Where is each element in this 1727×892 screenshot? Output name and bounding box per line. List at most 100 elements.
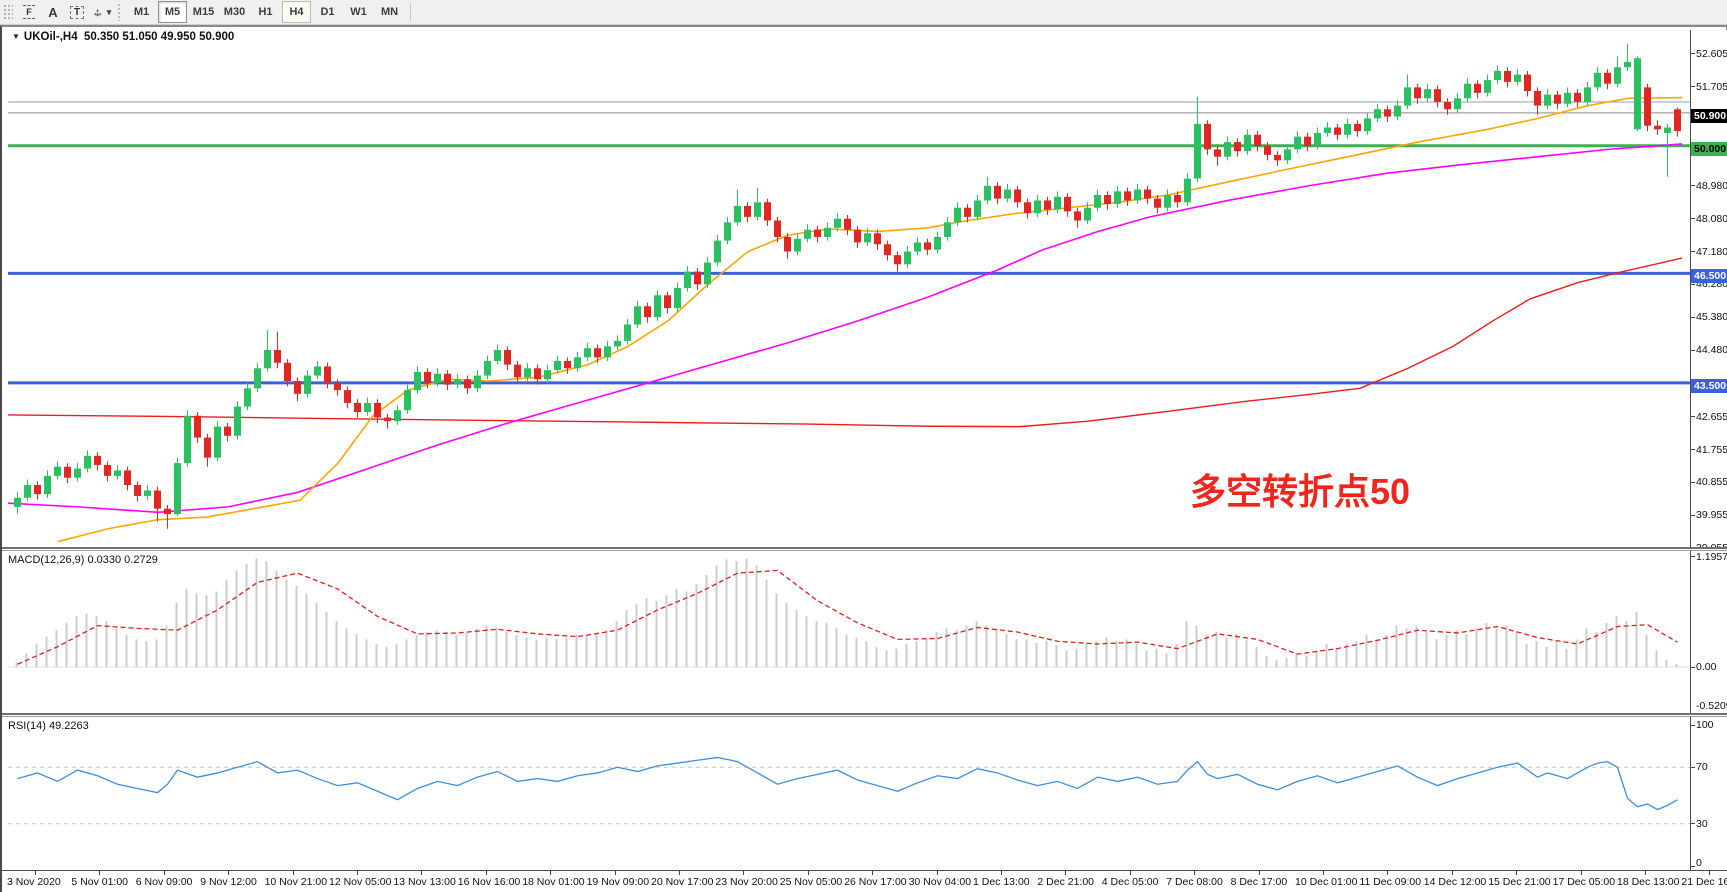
time-axis[interactable]: 3 Nov 2020 5 Nov 01:00 6 Nov 09:00 9 Nov 12… [2,870,1727,892]
timeframe-button-D1[interactable]: D1 [320,6,335,18]
time-tick [1258,871,1260,875]
time-tick-label: 6 Nov 09:00 [135,876,193,888]
chart-toolbar: F A T ↔ ↕ ▾ M1 M5 M15 M30 H1 H4 D1 W1 MN [0,0,1727,25]
time-tick-label: 1 Dec 13:00 [973,876,1030,888]
time-tick [163,871,165,875]
time-tick-label: 4 Dec 05:00 [1101,876,1159,888]
macd-panel[interactable] [8,551,1690,713]
axis-tick [1691,86,1695,88]
ma-mid-line [8,143,1683,514]
timeframe-button-M1[interactable]: M1 [133,6,150,18]
time-tick-label: 5 Nov 01:00 [71,876,129,888]
time-tick-label: 18 Dec 13:00 [1617,876,1680,888]
time-tick [936,871,938,875]
rsi-panel[interactable] [8,717,1690,870]
time-tick [1129,871,1131,875]
timeframe-button-MN[interactable]: MN [380,6,399,18]
price-tick-label: 41.755 [1696,443,1727,456]
symbol-period: UKOil-,H4 [23,31,78,43]
time-tick-label: 19 Nov 09:00 [586,876,650,888]
chevron-down-icon[interactable]: ▾ [106,6,112,17]
rsi-tick-label: 30 [1696,817,1708,830]
macd-label: MACD(12,26,9) 0.0330 0.2729 [8,554,158,566]
macd-tick-label: 1.1957 [1696,551,1727,563]
arrows-icon[interactable]: ↔ ↕ ▾ [89,2,113,22]
time-tick-label: 11 Dec 09:00 [1359,876,1422,888]
main-price-chart[interactable] [8,30,1690,547]
price-tick-label: 52.605 [1696,47,1727,60]
time-tick-label: 18 Nov 01:00 [522,876,585,888]
axis-tick [1691,416,1695,418]
ma-slow-line [8,257,1683,428]
axis-tick [1691,823,1695,825]
fibonacci-icon[interactable]: F [17,2,41,22]
time-tick-label: 10 Dec 01:00 [1295,876,1358,888]
price-tick-label: 44.480 [1696,344,1727,357]
macd-axis[interactable]: 1.1957 0.00 -0.5209 [1690,551,1727,716]
rsi-tick-label: 100 [1696,719,1714,731]
time-tick [421,871,423,875]
rsi-canvas[interactable] [8,717,1690,870]
panel-separator-rsi[interactable] [2,713,1727,717]
price-tick-label: 48.080 [1696,212,1727,225]
time-tick [1645,871,1646,875]
time-tick [292,871,294,875]
current-price-badge: 50.900 [1691,108,1727,123]
axis-tick [1691,349,1695,351]
time-tick [1709,871,1711,875]
time-tick-label: 3 Nov 2020 [7,876,61,888]
level-46500-badge: 46.500 [1691,269,1727,284]
text-icon[interactable]: A [48,4,58,20]
timeframe-button-M30[interactable]: M30 [223,6,246,18]
time-tick-label: 7 Dec 08:00 [1166,876,1223,888]
time-tick-label: 10 Nov 21:00 [264,876,328,888]
axis-tick [1691,316,1695,318]
time-tick [679,871,680,875]
rsi-axis[interactable]: 100 70 30 0 [1690,717,1727,870]
macd-tick-label: -0.5209 [1696,700,1727,712]
price-axis[interactable]: 52.605 51.705 48.980 48.080 47.180 46.280 45.3… [1690,30,1727,554]
price-tick-label: 39.955 [1696,509,1727,522]
time-tick [1387,871,1389,875]
time-tick-label: 26 Nov 17:00 [844,876,907,888]
price-tick-label: 47.180 [1696,245,1727,258]
timeframe-button-W1[interactable]: W1 [350,6,367,18]
time-tick [357,871,358,875]
time-tick-label: 23 Nov 20:00 [715,876,778,888]
time-tick-label: 2 Dec 21:00 [1037,876,1095,888]
macd-tick-label: 0.00 [1696,661,1717,673]
time-tick-label: 20 Nov 17:00 [651,876,714,888]
time-tick-label: 21 Dec 16:00 [1681,876,1727,888]
timeframe-button-group: M1 M5 M15 M30 H1 H4 D1 W1 MN [126,1,405,23]
time-tick-label: 15 Dec 21:00 [1488,876,1551,888]
time-tick-label: 12 Nov 05:00 [329,876,392,888]
panel-separator-macd[interactable] [2,547,1727,551]
time-tick-label: 30 Nov 04:00 [908,876,972,888]
collapse-arrow-icon[interactable]: ▼ [12,32,20,41]
candles [14,43,1681,529]
chart-annotation-text[interactable]: 多空转折点50 [1190,471,1411,512]
axis-tick [1691,218,1695,220]
toolbar-grip[interactable] [3,4,13,20]
time-tick [228,871,230,875]
time-tick [1194,871,1196,875]
time-tick [807,871,809,875]
timeframe-button-H4[interactable]: H4 [282,1,311,23]
axis-tick [1691,514,1695,516]
macd-canvas[interactable] [8,551,1690,713]
time-tick [1065,871,1067,875]
arrows-glyph: ↔ ↕ [91,5,104,19]
chart-window[interactable]: ▼ UKOil-,H4 50.350 51.050 49.950 50.900 5… [0,25,1727,892]
rsi-label: RSI(14) 49.2263 [8,720,89,732]
time-tick-label: 14 Dec 12:00 [1423,876,1487,888]
time-tick-label: 8 Dec 17:00 [1230,876,1288,888]
timeframe-button-M15[interactable]: M15 [192,6,215,18]
timeframe-button-H1[interactable]: H1 [258,6,273,18]
timeframe-button-M5[interactable]: M5 [158,1,187,23]
time-tick [1451,871,1453,875]
time-tick [485,871,487,875]
time-tick [99,871,101,875]
text-label-icon[interactable]: T [65,2,89,22]
candlestick-canvas[interactable] [8,30,1690,547]
